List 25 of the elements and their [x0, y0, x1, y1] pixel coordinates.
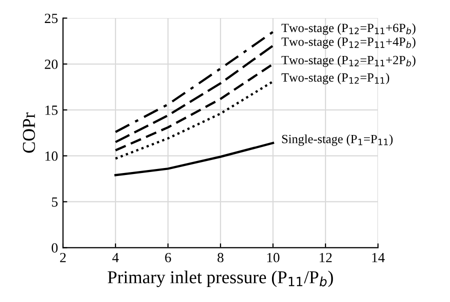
line-series: [114, 80, 274, 160]
x-tick-label: 10: [267, 252, 280, 262]
y-tick-label: 0: [52, 243, 58, 253]
y-tick-label: 20: [44, 60, 58, 69]
y-tick-label: 5: [52, 197, 58, 207]
line-series: [114, 30, 274, 134]
series-label: Two-stage (P$_{12}$=P$_{11}$+2P$_{b}$): [282, 55, 416, 67]
line-series: [114, 62, 274, 152]
x-tick-label: 8: [218, 252, 224, 262]
x-tick-label: 2: [60, 252, 66, 262]
line-series: [114, 142, 274, 176]
x-axis-title: Primary inlet pressure (P$_{11}$/P$_{b}$): [108, 270, 333, 288]
series-label: Two-stage (P$_{12}$=P$_{11}$): [282, 72, 390, 84]
line-series: [114, 44, 274, 144]
y-tick-label: 25: [44, 14, 58, 24]
y-tick-label: 10: [45, 151, 58, 161]
y-axis-title: COPr: [22, 112, 36, 153]
x-tick-label: 4: [112, 252, 119, 262]
series-label: Single-stage (P$_{1}$=P$_{11}$): [282, 134, 393, 146]
series-label: Two-stage (P$_{12}$=P$_{11}$+6P$_{b}$): [282, 23, 416, 35]
x-tick-label: 12: [320, 252, 332, 262]
series-label: Two-stage (P$_{12}$=P$_{11}$+4P$_{b}$): [282, 37, 416, 49]
x-tick-label: 14: [372, 252, 385, 262]
x-tick-label: 6: [165, 252, 172, 262]
y-tick-label: 15: [45, 106, 58, 115]
